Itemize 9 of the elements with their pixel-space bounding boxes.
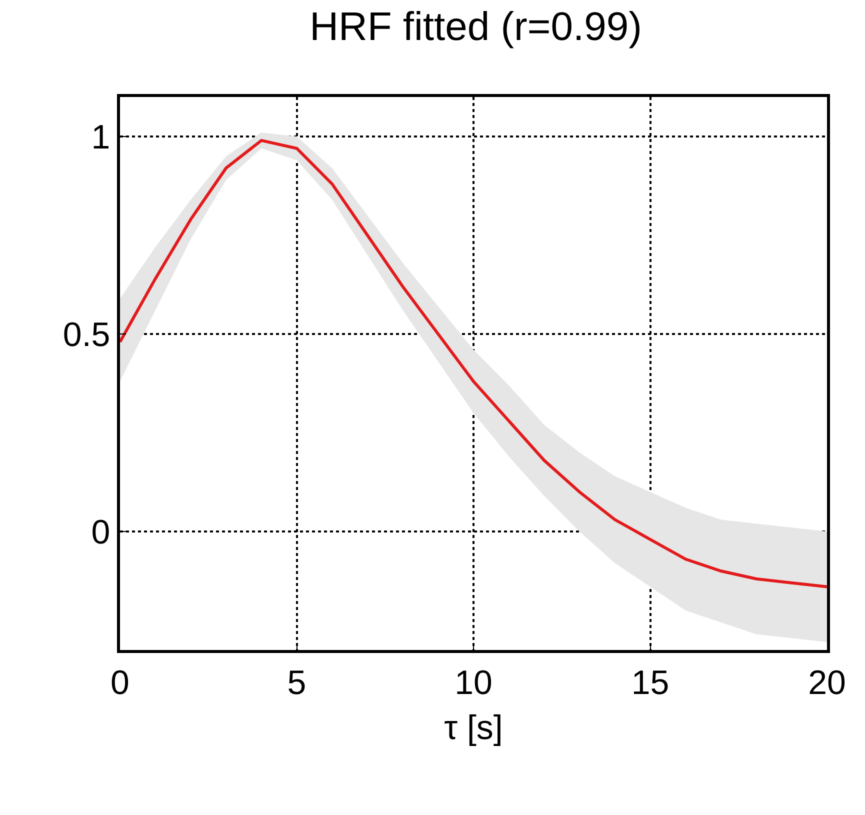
x-tick-label: 5 bbox=[287, 664, 306, 702]
x-tick-label: 10 bbox=[454, 664, 492, 702]
chart-title: HRF fitted (r=0.99) bbox=[310, 5, 642, 50]
x-axis-title: τ [s] bbox=[444, 709, 503, 748]
y-tick-label: 0.5 bbox=[62, 316, 110, 354]
x-tick-label: 15 bbox=[631, 664, 670, 702]
y-tick-label: 0 bbox=[91, 513, 110, 552]
y-tick-label: 1 bbox=[91, 118, 110, 156]
x-tick-label: 20 bbox=[808, 664, 846, 702]
